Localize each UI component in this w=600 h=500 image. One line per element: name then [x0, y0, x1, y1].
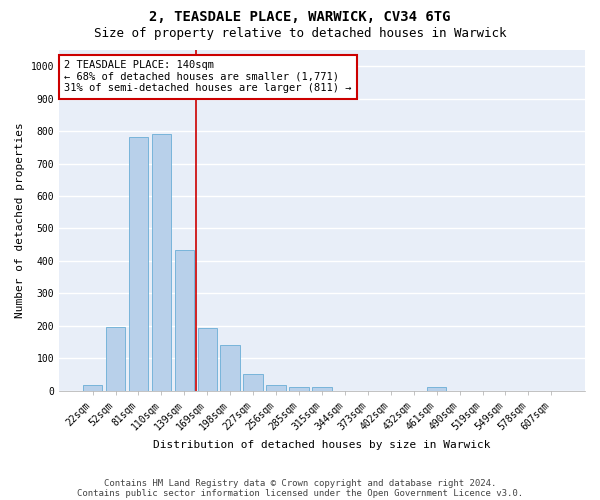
Bar	[220, 344, 240, 391]
Y-axis label: Number of detached properties: Number of detached properties	[15, 122, 25, 318]
Bar	[83, 385, 103, 390]
Bar	[244, 374, 263, 390]
Bar	[129, 137, 148, 390]
Bar	[427, 386, 446, 390]
Text: Size of property relative to detached houses in Warwick: Size of property relative to detached ho…	[94, 28, 506, 40]
Bar	[197, 328, 217, 390]
X-axis label: Distribution of detached houses by size in Warwick: Distribution of detached houses by size …	[153, 440, 491, 450]
Bar	[312, 386, 332, 390]
Bar	[175, 250, 194, 390]
Text: 2 TEASDALE PLACE: 140sqm
← 68% of detached houses are smaller (1,771)
31% of sem: 2 TEASDALE PLACE: 140sqm ← 68% of detach…	[64, 60, 352, 94]
Text: Contains HM Land Registry data © Crown copyright and database right 2024.: Contains HM Land Registry data © Crown c…	[104, 478, 496, 488]
Bar	[106, 326, 125, 390]
Bar	[152, 134, 171, 390]
Text: 2, TEASDALE PLACE, WARWICK, CV34 6TG: 2, TEASDALE PLACE, WARWICK, CV34 6TG	[149, 10, 451, 24]
Bar	[266, 385, 286, 390]
Bar	[289, 386, 309, 390]
Text: Contains public sector information licensed under the Open Government Licence v3: Contains public sector information licen…	[77, 488, 523, 498]
